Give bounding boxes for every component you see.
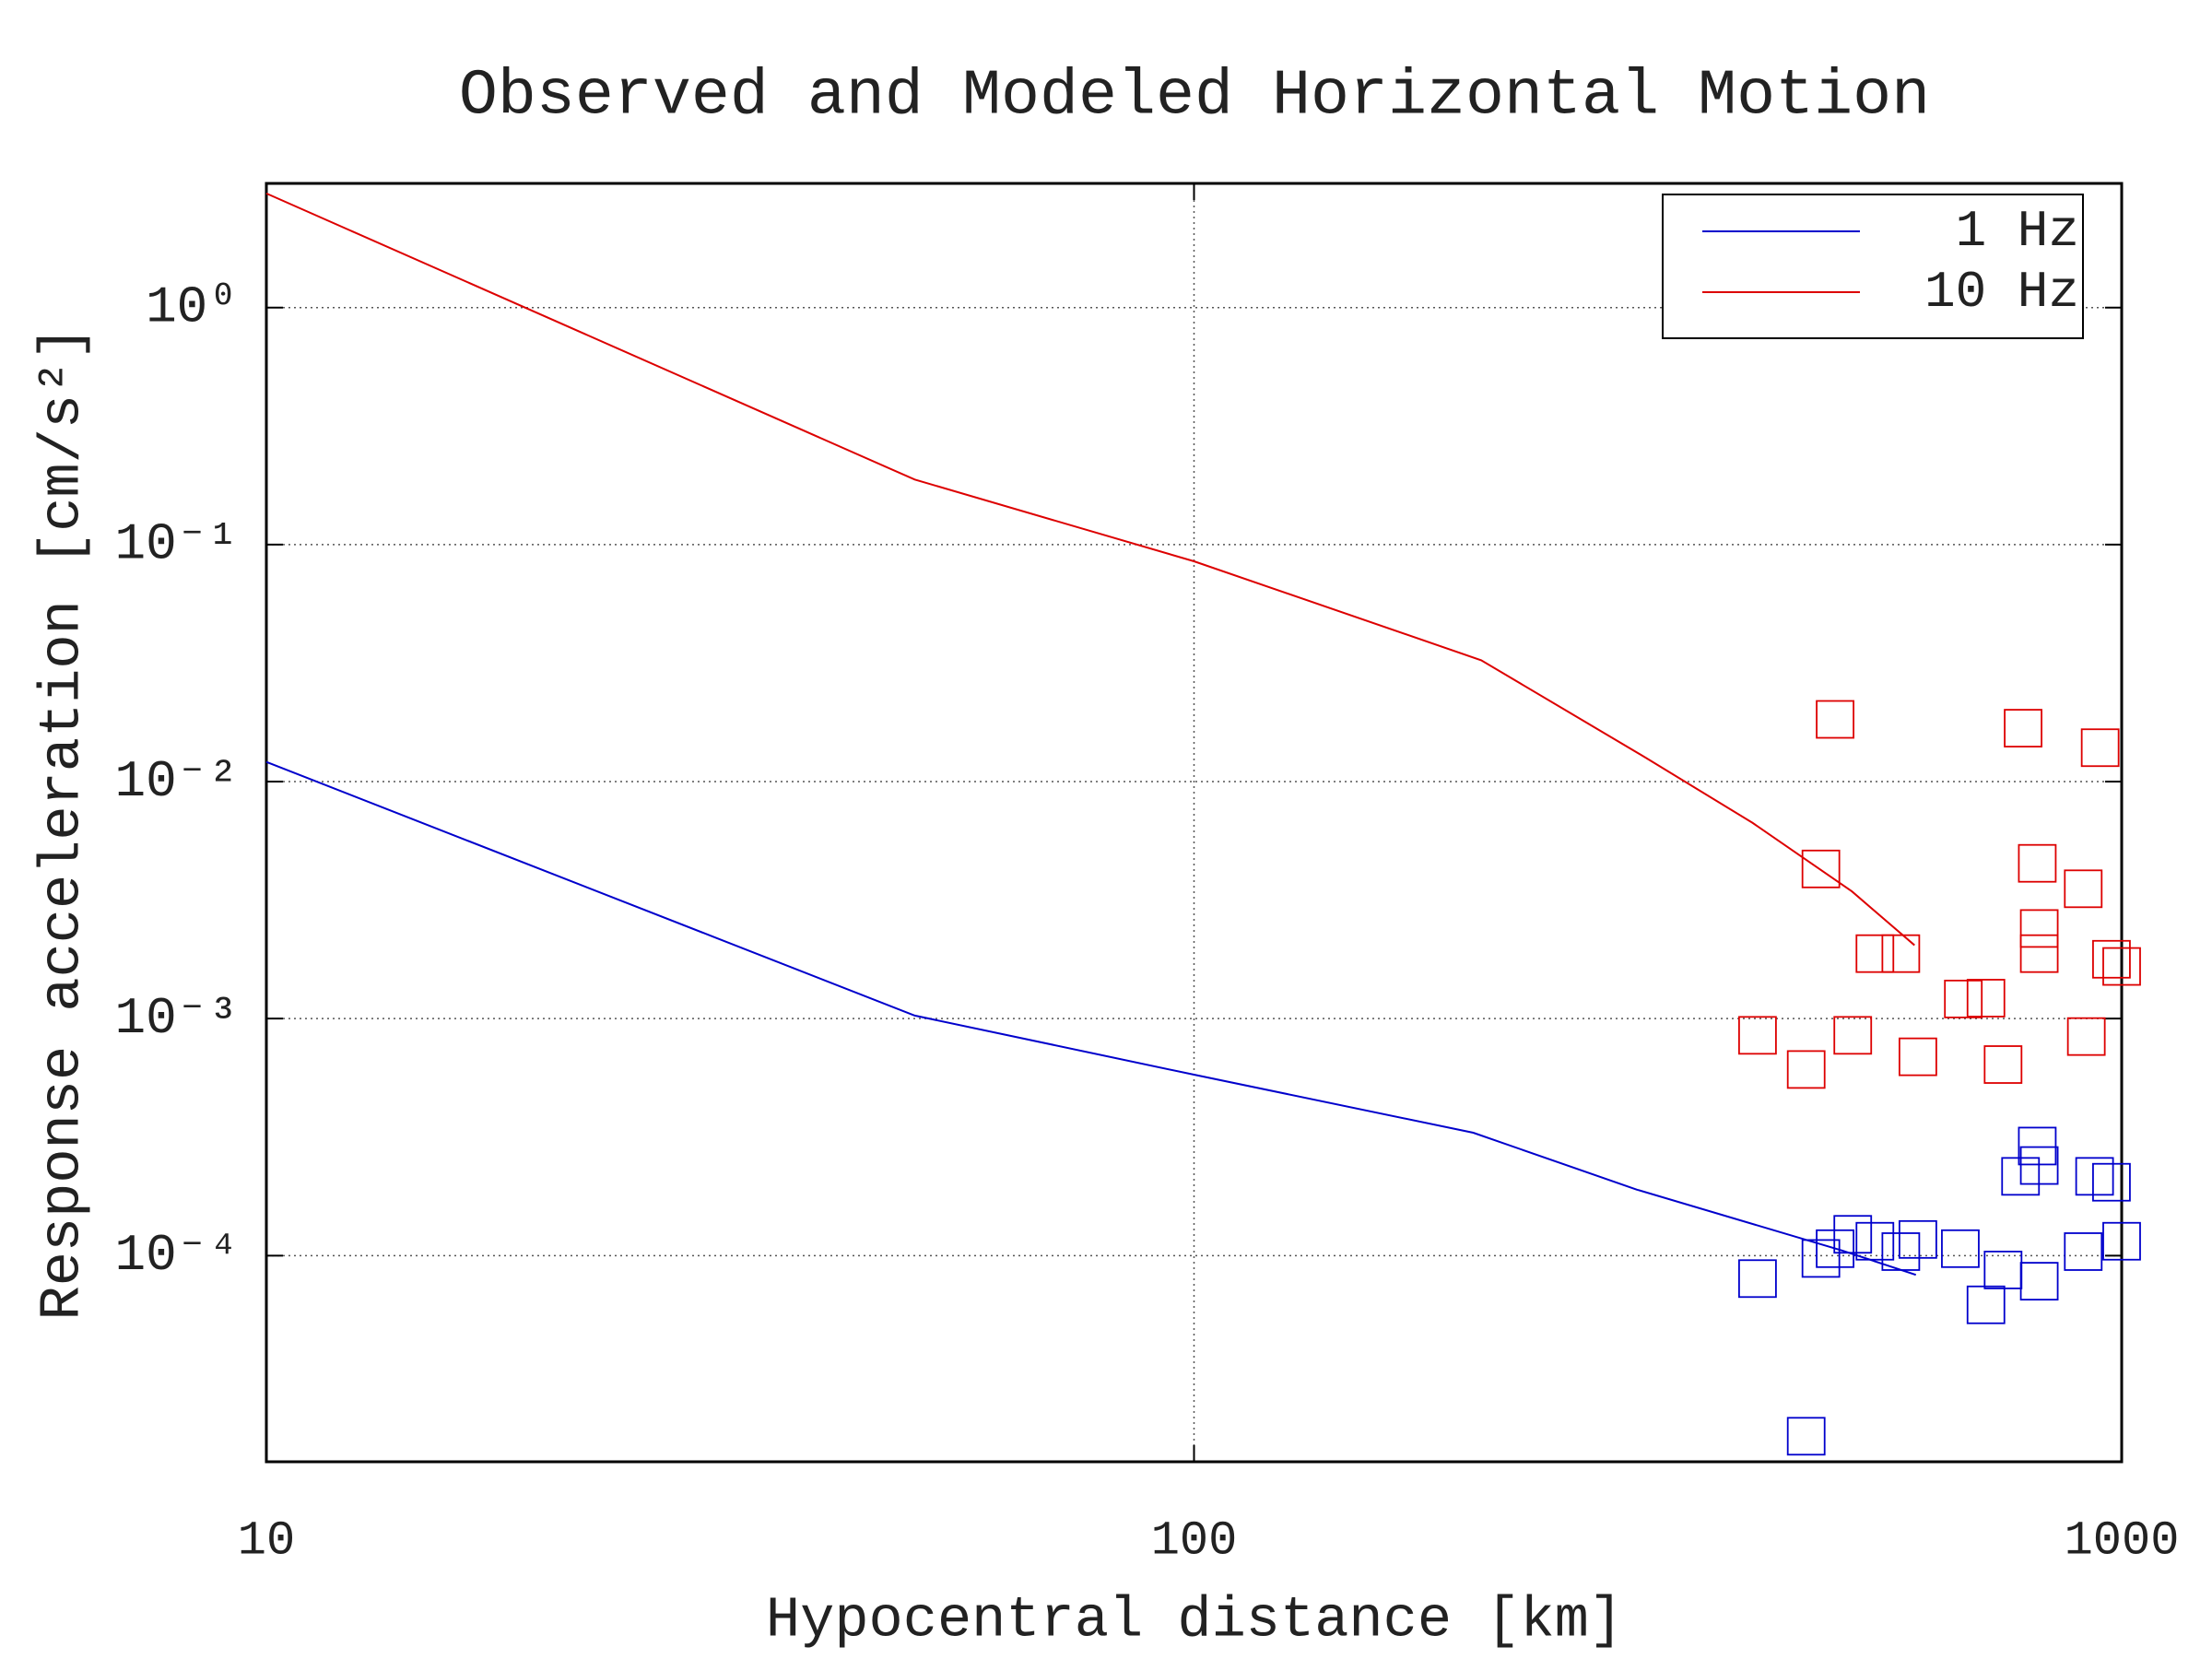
x-tick-label: 10 bbox=[238, 1514, 295, 1569]
data-point bbox=[2075, 1157, 2114, 1196]
x-axis-label: Hypocentral distance [km] bbox=[766, 1587, 1623, 1653]
data-point bbox=[1983, 1251, 2023, 1289]
data-point bbox=[2092, 1162, 2131, 1202]
data-point bbox=[1966, 979, 2006, 1018]
y-tick-label: 10⁰ bbox=[146, 277, 239, 336]
data-point bbox=[2066, 1017, 2106, 1056]
data-point bbox=[1966, 1285, 2006, 1324]
data-point bbox=[2064, 1232, 2103, 1271]
data-point bbox=[1833, 1016, 1873, 1055]
data-line bbox=[265, 192, 1915, 947]
data-point bbox=[1855, 1221, 1895, 1261]
data-point bbox=[1738, 1259, 1777, 1299]
data-point bbox=[2018, 1126, 2057, 1166]
data-point bbox=[2004, 709, 2042, 747]
legend-label: 1 Hz bbox=[1956, 202, 2079, 261]
data-point bbox=[1941, 1229, 1980, 1268]
y-tick-label: 10⁻² bbox=[114, 752, 239, 811]
data-point bbox=[1881, 1232, 1921, 1271]
data-point bbox=[1898, 1219, 1937, 1259]
data-point bbox=[1786, 1417, 1826, 1456]
data-point bbox=[2001, 1157, 2041, 1196]
data-point bbox=[2080, 728, 2120, 768]
legend-label: 10 Hz bbox=[1924, 263, 2079, 322]
y-tick-label: 10⁻⁴ bbox=[114, 1226, 239, 1285]
data-point bbox=[1983, 1045, 2023, 1084]
data-point bbox=[2018, 843, 2057, 883]
data-point bbox=[1816, 700, 1854, 739]
data-point bbox=[1786, 1050, 1826, 1089]
data-point bbox=[2064, 869, 2103, 909]
data-point bbox=[1801, 849, 1841, 888]
data-point bbox=[2019, 909, 2059, 948]
data-point bbox=[1738, 1016, 1777, 1055]
data-point bbox=[1855, 934, 1895, 973]
plot-frame bbox=[265, 182, 2124, 1464]
y-tick-label: 10⁻³ bbox=[114, 989, 239, 1048]
data-point bbox=[2019, 934, 2059, 973]
data-line bbox=[265, 760, 1917, 1277]
data-point bbox=[2102, 947, 2141, 986]
y-tick-label: 10⁻¹ bbox=[114, 515, 239, 574]
data-point bbox=[2019, 1262, 2059, 1301]
data-point bbox=[1801, 1239, 1841, 1278]
legend-box bbox=[1662, 194, 2084, 339]
x-tick-label: 1000 bbox=[2065, 1514, 2180, 1569]
data-point bbox=[1944, 979, 1983, 1018]
data-point bbox=[2102, 1221, 2141, 1261]
data-point bbox=[2092, 939, 2131, 979]
data-point bbox=[1816, 1229, 1854, 1268]
x-tick-label: 100 bbox=[1151, 1514, 1238, 1569]
chart-title: Observed and Modeled Horizontal Motion bbox=[459, 60, 1930, 133]
y-axis-label: Response acceleration [cm/s²] bbox=[29, 326, 95, 1321]
data-point bbox=[1881, 934, 1921, 973]
data-point bbox=[1898, 1037, 1937, 1077]
